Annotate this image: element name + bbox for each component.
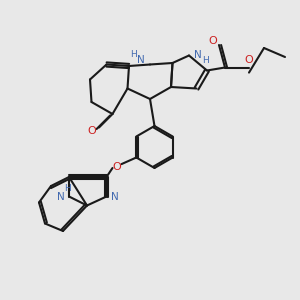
Text: N: N [57,191,64,202]
Text: H: H [130,50,137,58]
Text: N: N [194,50,202,61]
Text: H: H [202,56,209,65]
Text: N: N [111,191,119,202]
Text: O: O [208,35,217,46]
Text: O: O [112,161,122,172]
Text: H: H [64,184,71,193]
Text: O: O [244,55,253,65]
Text: O: O [87,125,96,136]
Text: N: N [137,55,145,65]
